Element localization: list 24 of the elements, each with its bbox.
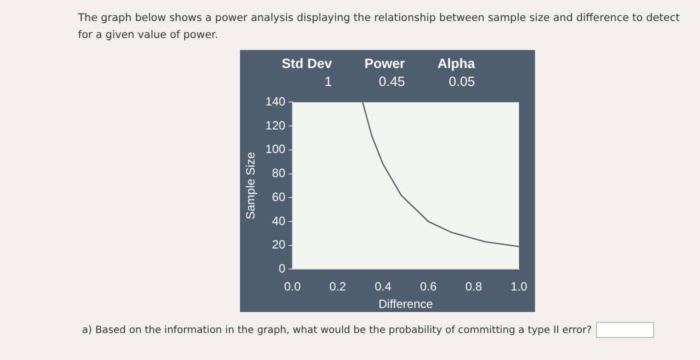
text: Std Dev — [280, 56, 332, 71]
y-tick-label: 0 — [278, 262, 286, 276]
y-tick-label: 120 — [265, 118, 286, 132]
chart-title: The graph below shows a power analysis displaying the relationship between sample size and difference to detect for a given value of power. — [78, 11, 681, 43]
y-tick-label: 60 — [272, 190, 286, 204]
y-tick-label: 140 — [265, 94, 286, 109]
text: Power — [363, 56, 405, 71]
text: 0.05 — [448, 74, 475, 89]
x-tick-label: 0.6 — [420, 280, 438, 294]
y-tick-label: 20 — [272, 238, 286, 252]
text: a) Based on the information in the graph, what would be the probability of committing a type II error? — [82, 324, 592, 336]
y-tick-label: 80 — [272, 166, 286, 180]
y-tick-label: 100 — [265, 142, 286, 156]
y-axis-title: Sample Size — [244, 152, 258, 220]
x-tick-label: 0.4 — [374, 280, 392, 294]
text: Alpha — [436, 56, 475, 71]
text: 1 — [323, 74, 332, 89]
x-tick-label: 0.8 — [465, 280, 482, 294]
x-tick-label: 0.2 — [329, 280, 346, 294]
y-tick-label: 40 — [272, 214, 286, 228]
x-axis-title: Difference — [378, 297, 434, 312]
x-tick-label: 1.0 — [510, 280, 528, 294]
x-tick-label: 0.0 — [284, 280, 302, 294]
text: 0.45 — [378, 74, 405, 89]
